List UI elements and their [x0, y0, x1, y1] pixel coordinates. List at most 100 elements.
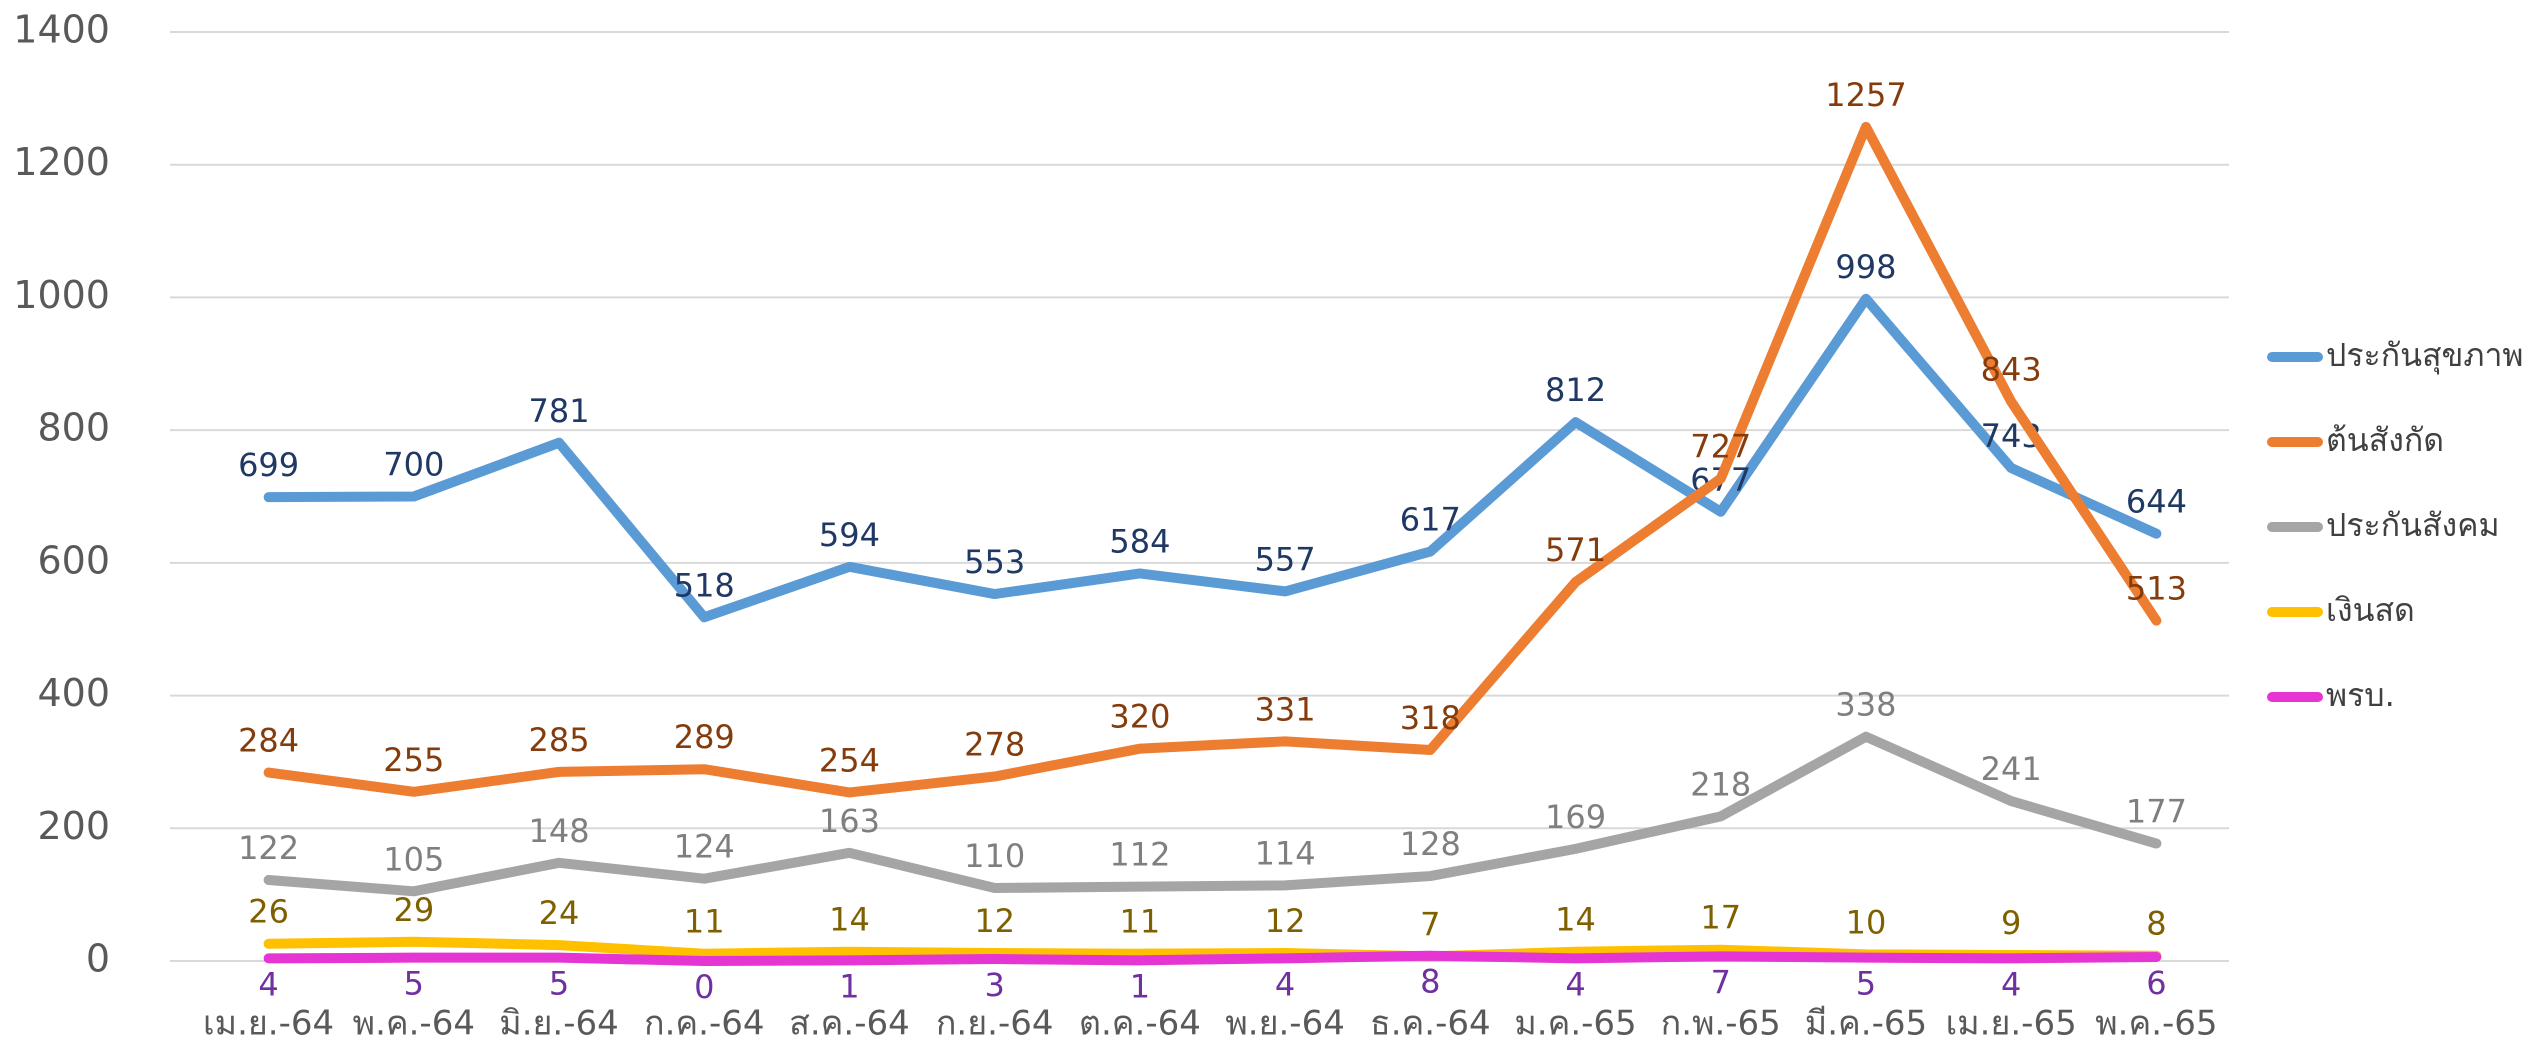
data-label: 284	[238, 722, 299, 760]
data-label: 5	[404, 965, 424, 1003]
data-label: 26	[248, 893, 289, 931]
data-label: 0	[694, 968, 714, 1006]
data-label: 1	[1130, 967, 1150, 1005]
data-label: 11	[684, 903, 725, 941]
data-label: 320	[1109, 698, 1170, 736]
y-tick-label: 1400	[13, 8, 110, 52]
data-label: 553	[964, 543, 1025, 581]
data-label: 571	[1545, 531, 1606, 569]
data-label: 781	[528, 392, 589, 430]
data-label: 699	[238, 446, 299, 484]
data-label: 812	[1545, 371, 1606, 409]
y-tick-label: 200	[37, 804, 110, 848]
legend-label: เงินสด	[2326, 591, 2415, 629]
series-line	[263, 293, 2162, 623]
data-label: 24	[539, 894, 580, 932]
x-tick-label: ม.ค.-65	[1514, 1004, 1636, 1044]
data-label: 1	[839, 967, 859, 1005]
data-label: 124	[674, 828, 735, 866]
data-label: 177	[2126, 793, 2187, 831]
data-label: 122	[238, 829, 299, 867]
data-label: 218	[1690, 765, 1751, 803]
y-tick-label: 600	[37, 538, 110, 582]
data-label: 4	[258, 965, 278, 1003]
data-label: 1257	[1825, 76, 1906, 114]
data-label: 255	[383, 741, 444, 779]
x-tick-label: ก.ค.-64	[644, 1004, 764, 1044]
y-tick-label: 800	[37, 406, 110, 450]
legend-label: ประกันสังคม	[2326, 506, 2500, 544]
x-tick-label: มิ.ย.-64	[499, 1004, 618, 1044]
data-label: 278	[964, 726, 1025, 764]
data-label: 5	[1856, 965, 1876, 1003]
x-tick-label: พ.ค.-64	[353, 1004, 475, 1044]
data-label: 7	[1420, 905, 1440, 943]
y-tick-label: 0	[86, 937, 110, 981]
data-label: 128	[1400, 825, 1461, 863]
data-label: 8	[1420, 963, 1440, 1001]
series-line	[263, 731, 2162, 897]
data-label: 843	[1981, 351, 2042, 389]
data-label: 4	[1565, 965, 1585, 1003]
data-label: 110	[964, 837, 1025, 875]
data-label: 9	[2001, 904, 2021, 942]
data-label: 6	[2146, 964, 2166, 1002]
y-tick-label: 1000	[13, 273, 110, 317]
data-label: 254	[819, 741, 880, 779]
x-tick-label: พ.ย.-64	[1225, 1004, 1344, 1044]
data-label: 518	[674, 566, 735, 604]
data-label: 7	[1711, 963, 1731, 1001]
data-label: 10	[1846, 903, 1887, 941]
legend-label: ต้นสังกัด	[2326, 421, 2444, 459]
y-tick-label: 1200	[13, 140, 110, 184]
data-label: 114	[1255, 834, 1316, 872]
x-tick-label: ก.ย.-64	[936, 1004, 1054, 1044]
y-tick-label: 400	[37, 671, 110, 715]
data-label: 338	[1835, 686, 1896, 724]
data-label: 14	[829, 901, 870, 939]
data-label: 112	[1109, 836, 1170, 874]
data-label: 105	[383, 840, 444, 878]
data-label: 169	[1545, 798, 1606, 836]
data-label: 11	[1120, 903, 1161, 941]
data-label: 285	[528, 721, 589, 759]
data-label: 700	[383, 446, 444, 484]
data-label: 4	[2001, 965, 2021, 1003]
data-label: 557	[1255, 540, 1316, 578]
data-label: 331	[1255, 690, 1316, 728]
data-label: 14	[1555, 901, 1596, 939]
data-label: 29	[393, 891, 434, 929]
data-label: 12	[1265, 902, 1306, 940]
data-label: 17	[1700, 899, 1741, 937]
data-label: 289	[674, 718, 735, 756]
data-label: 727	[1690, 428, 1751, 466]
data-label: 148	[528, 812, 589, 850]
series-line	[263, 950, 2162, 966]
legend-label: พรบ.	[2326, 676, 2395, 714]
data-label: 318	[1400, 699, 1461, 737]
series-line	[263, 121, 2162, 798]
data-label: 8	[2146, 905, 2166, 943]
legend-label: ประกันสุขภาพ	[2326, 336, 2524, 375]
x-tick-label: มี.ค.-65	[1805, 1004, 1927, 1044]
x-tick-label: ก.พ.-65	[1661, 1004, 1781, 1044]
x-tick-label: ต.ค.-64	[1079, 1004, 1201, 1044]
data-label: 241	[1981, 750, 2042, 788]
x-tick-label: ส.ค.-64	[789, 1004, 910, 1044]
data-label: 594	[819, 516, 880, 554]
x-tick-label: เม.ย.-65	[1946, 1004, 2077, 1044]
data-label: 3	[984, 966, 1004, 1004]
data-label: 163	[819, 802, 880, 840]
data-label: 5	[549, 965, 569, 1003]
data-label: 998	[1835, 248, 1896, 286]
x-tick-label: ธ.ค.-64	[1370, 1004, 1491, 1044]
x-tick-label: พ.ค.-65	[2095, 1004, 2217, 1044]
data-label: 617	[1400, 501, 1461, 539]
data-label: 12	[974, 902, 1015, 940]
x-tick-label: เม.ย.-64	[203, 1004, 334, 1044]
data-label: 513	[2126, 570, 2187, 608]
data-label: 4	[1275, 965, 1295, 1003]
data-label: 644	[2126, 483, 2187, 521]
data-label: 584	[1109, 522, 1170, 560]
